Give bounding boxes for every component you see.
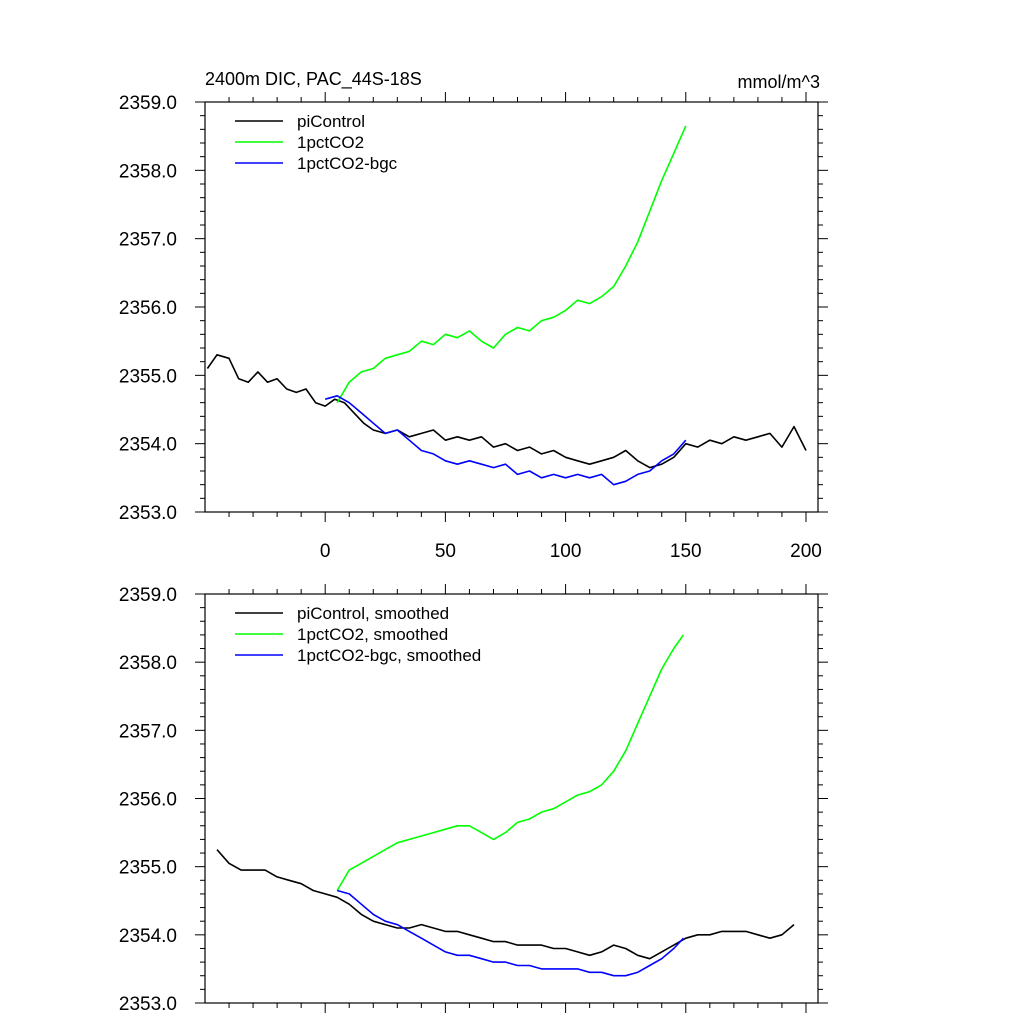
bottom-panel: 2353.0 2354.0 2355.0 2356.0 2357.0 2358.0 2359…	[119, 584, 828, 1015]
top-panel-axes: 2353.0 2354.0 2355.0 2356.0 2357.0 2358.0 2359…	[119, 92, 828, 562]
panel1-ytick-label: 2353.0	[119, 994, 177, 1015]
panel0-ytick-label: 2356.0	[119, 298, 177, 319]
bottom-panel-series	[216, 634, 795, 977]
panel1-ytick-label: 2359.0	[119, 585, 177, 606]
panel0-xtick-label: 150	[670, 541, 702, 562]
panel1-ytick-label: 2354.0	[119, 926, 177, 947]
panel0-xtick-label: 50	[435, 541, 456, 562]
top-panel-legend: piControl 1pctCO2 1pctCO2-bgc	[235, 112, 398, 173]
panel1-ytick-label: 2358.0	[119, 653, 177, 674]
panel0-series-line-2	[324, 394, 687, 486]
bottom-panel-axes: 2353.0 2354.0 2355.0 2356.0 2357.0 2358.0 2359…	[119, 584, 828, 1015]
panel1-ytick-label: 2357.0	[119, 721, 177, 742]
panel1-series-line-1	[336, 634, 685, 891]
panel1-legend-label-1: 1pctCO2, smoothed	[297, 625, 448, 644]
panel1-series-line-0	[216, 849, 795, 960]
panel0-xtick-label: 200	[790, 541, 822, 562]
panel0-xtick-label: 0	[320, 541, 331, 562]
panel1-ytick-label: 2356.0	[119, 790, 177, 811]
panel0-ytick-label: 2353.0	[119, 503, 177, 524]
panel0-series-line-0	[206, 353, 807, 469]
top-panel-series	[206, 125, 807, 486]
top-panel: 2400m DIC, PAC_44S-18S mmol/m^3 2353.023…	[119, 69, 828, 562]
panel0-xtick-label: 100	[550, 541, 582, 562]
panel1-ytick-label: 2355.0	[119, 858, 177, 879]
panel0-ytick-label: 2355.0	[119, 366, 177, 387]
bottom-panel-legend: piControl, smoothed 1pctCO2, smoothed 1pct…	[235, 604, 481, 665]
panel0-legend-label-1: 1pctCO2	[297, 133, 364, 152]
panel0-ytick-label: 2358.0	[119, 161, 177, 182]
panel1-legend-label-2: 1pctCO2-bgc, smoothed	[297, 646, 481, 665]
panel0-ytick-label: 2359.0	[119, 93, 177, 114]
panel0-legend-label-2: 1pctCO2-bgc	[297, 154, 398, 173]
panel0-legend-label-0: piControl	[297, 112, 365, 131]
panel1-legend-label-0: piControl, smoothed	[297, 604, 449, 623]
top-panel-title: 2400m DIC, PAC_44S-18S	[205, 69, 422, 90]
panel0-series-line-1	[336, 125, 687, 404]
top-panel-units: mmol/m^3	[738, 72, 820, 92]
panel0-ytick-label: 2354.0	[119, 435, 177, 456]
panel0-ytick-label: 2357.0	[119, 230, 177, 251]
panel1-series-line-2	[336, 889, 684, 977]
